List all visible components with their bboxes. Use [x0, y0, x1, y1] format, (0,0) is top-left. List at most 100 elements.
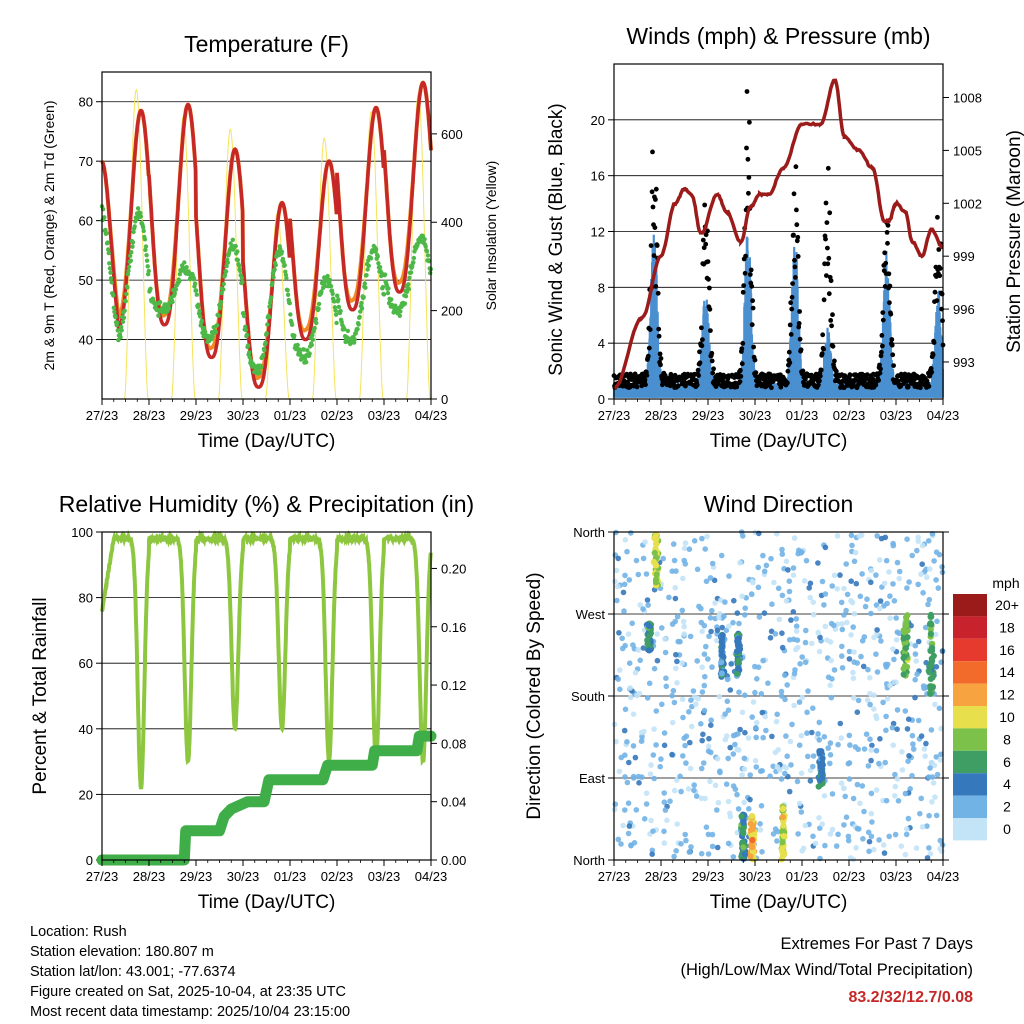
wind-direction-point [662, 649, 669, 656]
dewpoint-point [197, 309, 202, 314]
wind-direction-point [615, 836, 622, 843]
wind-direction-point [839, 665, 846, 671]
gust-point [889, 342, 895, 348]
y-tick-label: 60 [79, 214, 93, 229]
wind-direction-point [853, 580, 860, 587]
gust-point [825, 245, 830, 251]
gust-point [750, 305, 756, 311]
wind-direction-point [734, 635, 741, 642]
wind-direction-point [816, 777, 824, 784]
wind-direction-point [819, 755, 826, 762]
dewpoint-point [381, 292, 387, 297]
wind-direction-point [815, 629, 821, 636]
wind-direction-point [920, 590, 926, 596]
wind-direction-point [790, 609, 797, 615]
wind-direction-point [674, 613, 681, 620]
legend-label: 12 [999, 687, 1015, 703]
wind-direction-point [801, 578, 808, 584]
dewpoint-point [408, 270, 414, 275]
dewpoint-point [327, 277, 333, 283]
gust-point [825, 261, 831, 267]
wind-direction-point [681, 545, 688, 552]
wind-direction-point [732, 741, 738, 748]
wind-direction-point [702, 673, 708, 680]
wind-direction-point [698, 721, 704, 727]
dewpoint-point [411, 260, 416, 265]
wind-direction-point [760, 657, 766, 664]
wind-direction-point [706, 633, 712, 640]
wind-direction-point [749, 836, 756, 844]
wind-direction-point [646, 647, 653, 654]
gust-point [751, 344, 756, 350]
wind-direction-point [622, 752, 628, 758]
wind-direction-point [657, 763, 663, 770]
wind-direction-point [782, 770, 788, 777]
wind-direction-point [892, 783, 899, 790]
wind-direction-point [846, 648, 853, 655]
wind-direction-point [625, 800, 632, 806]
legend-label: 18 [999, 619, 1015, 635]
dewpoint-point [368, 256, 374, 261]
wind-direction-point [698, 605, 704, 612]
wind-direction-point [902, 645, 910, 652]
gust-point [905, 384, 911, 390]
wind-direction-point [622, 774, 628, 780]
legend-label: 2 [1003, 799, 1011, 815]
wind-direction-point [635, 571, 642, 578]
wind-direction-point [869, 819, 875, 825]
y-tick-label: West [576, 607, 606, 622]
wind-direction-point [671, 557, 678, 564]
wind-direction-point [758, 691, 765, 697]
dewpoint-point [423, 244, 428, 249]
wind-direction-point [630, 711, 637, 717]
wind-direction-point [694, 658, 700, 664]
x-tick-label: 28/23 [645, 408, 678, 423]
x-tick-label: 28/23 [645, 869, 678, 884]
wind-direction-point [845, 833, 852, 840]
wind-direction-point [629, 620, 635, 627]
wind-direction-point [887, 682, 893, 689]
wind-direction-point [680, 618, 687, 625]
wind-direction-point [757, 821, 763, 827]
dewpoint-point [304, 360, 309, 365]
wind-direction-point [650, 828, 656, 834]
legend-swatch [953, 661, 987, 684]
dewpoint-point [285, 288, 290, 293]
wind-direction-point [735, 806, 742, 812]
x-tick-label: 02/23 [833, 408, 866, 423]
wind-direction-point [769, 601, 775, 607]
wind-direction-point [861, 746, 868, 752]
wind-direction-point [709, 607, 715, 614]
dewpoint-point [410, 264, 415, 269]
wind-direction-point [630, 642, 636, 648]
wind-direction-point [718, 552, 725, 559]
wind-direction-point [673, 665, 679, 672]
dewpoint-point [122, 308, 127, 313]
wind-direction-point [626, 759, 632, 766]
wind-direction-point [662, 636, 668, 642]
wind-direction-point [653, 708, 660, 714]
dewpoint-point [364, 273, 369, 278]
wind-direction-point [845, 837, 852, 844]
wind-direction-point [640, 606, 646, 612]
dewpoint-point [406, 282, 411, 287]
y-tick-label: East [579, 771, 605, 786]
wind-direction-point [849, 542, 855, 549]
legend-swatch [953, 706, 987, 729]
gust-point [769, 385, 774, 391]
wind-direction-point [709, 664, 715, 670]
dewpoint-point [125, 272, 131, 277]
wind-direction-point [919, 561, 925, 567]
wind-direction-point [783, 598, 790, 604]
wind-direction-point [907, 786, 913, 792]
wind-direction-point [821, 793, 828, 799]
gust-point [932, 289, 938, 295]
wind-direction-point [617, 686, 623, 693]
wind-direction-point [705, 831, 712, 838]
wind-direction-point [887, 593, 893, 599]
wind-direction-point [929, 644, 936, 651]
wind-direction-point [843, 814, 850, 820]
gust-point [746, 175, 752, 180]
dewpoint-point [385, 290, 391, 296]
wind-direction-point [708, 749, 714, 756]
